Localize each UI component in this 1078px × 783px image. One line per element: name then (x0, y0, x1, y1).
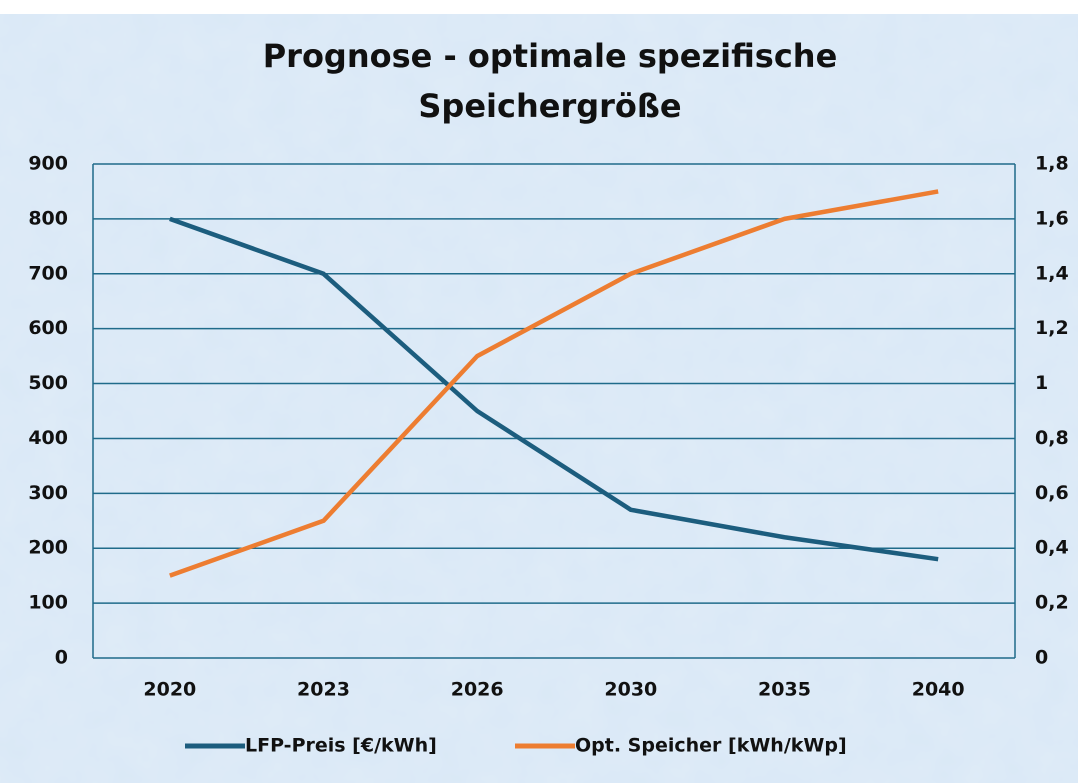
chart-title: Prognose - optimale spezifische (263, 37, 838, 75)
y-tick-label: 200 (28, 537, 68, 559)
y-tick-label: 800 (28, 207, 68, 229)
y2-tick-label: 1,6 (1035, 207, 1069, 229)
y2-tick-label: 1,4 (1035, 262, 1069, 284)
texture (0, 14, 1078, 783)
y-tick-label: 600 (28, 317, 68, 339)
y2-tick-label: 0,6 (1035, 482, 1069, 504)
y-tick-label: 500 (28, 372, 68, 394)
x-tick-label: 2023 (297, 679, 350, 701)
x-tick-label: 2040 (912, 679, 965, 701)
x-tick-label: 2020 (143, 679, 196, 701)
y-tick-label: 100 (28, 592, 68, 614)
y2-tick-label: 0,8 (1035, 427, 1069, 449)
y2-tick-label: 0,4 (1035, 537, 1069, 559)
y2-tick-label: 1,2 (1035, 317, 1069, 339)
chart-title: Speichergröße (418, 87, 681, 125)
series-line (169, 189, 939, 578)
y2-tick-label: 1 (1035, 372, 1048, 394)
legend-label: LFP-Preis [€/kWh] (245, 735, 437, 757)
y-tick-label: 700 (28, 262, 68, 284)
series-line (169, 216, 939, 562)
y-tick-label: 900 (28, 153, 68, 175)
y2-tick-label: 0,2 (1035, 592, 1069, 614)
y-tick-label: 300 (28, 482, 68, 504)
y-tick-label: 400 (28, 427, 68, 449)
x-tick-label: 2035 (758, 679, 811, 701)
x-tick-label: 2030 (604, 679, 657, 701)
legend-label: Opt. Speicher [kWh/kWp] (575, 735, 847, 757)
y2-tick-label: 0 (1035, 647, 1048, 669)
x-tick-label: 2026 (451, 679, 504, 701)
y2-tick-label: 1,8 (1035, 153, 1069, 175)
y-tick-label: 0 (55, 647, 68, 669)
